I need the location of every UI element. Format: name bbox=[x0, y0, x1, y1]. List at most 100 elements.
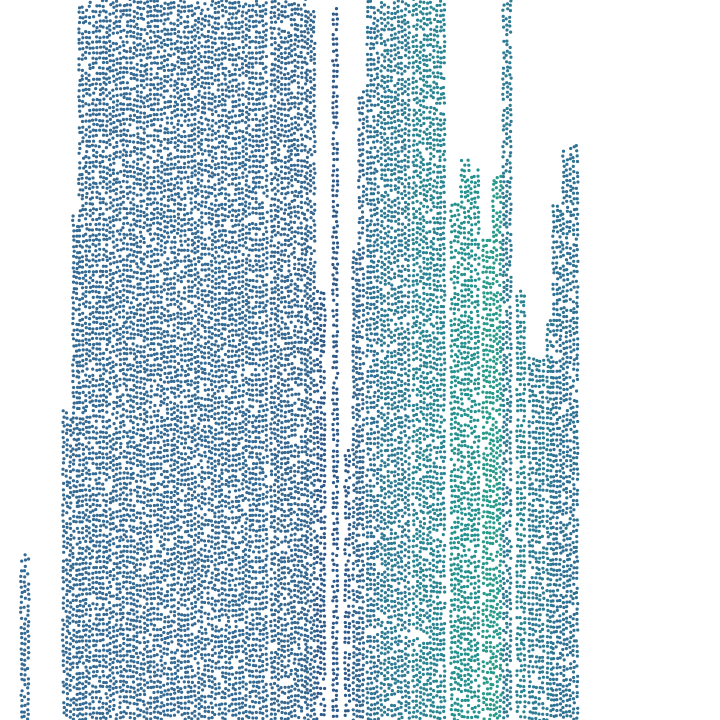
data-point bbox=[173, 677, 177, 681]
data-point bbox=[124, 384, 129, 388]
data-point bbox=[132, 237, 136, 242]
data-point bbox=[186, 571, 190, 575]
data-point bbox=[186, 352, 191, 356]
data-point bbox=[138, 511, 142, 515]
data-point bbox=[100, 0, 105, 3]
data-point bbox=[87, 635, 91, 639]
data-point bbox=[159, 86, 163, 90]
data-point bbox=[105, 342, 109, 347]
data-point bbox=[84, 566, 88, 570]
data-point bbox=[119, 608, 123, 612]
data-point bbox=[84, 466, 88, 470]
data-point bbox=[102, 674, 106, 678]
data-point bbox=[118, 679, 123, 684]
data-point bbox=[64, 474, 68, 478]
data-point bbox=[23, 648, 27, 652]
data-point bbox=[176, 419, 180, 423]
data-point bbox=[149, 539, 153, 544]
data-point bbox=[101, 513, 105, 517]
data-point bbox=[159, 659, 163, 663]
data-point bbox=[87, 526, 91, 530]
data-point bbox=[173, 402, 177, 406]
data-point bbox=[136, 94, 140, 98]
data-point bbox=[139, 157, 143, 161]
data-point bbox=[105, 520, 109, 524]
data-point bbox=[136, 328, 140, 332]
data-point bbox=[95, 560, 99, 564]
data-point bbox=[194, 370, 198, 374]
data-point bbox=[183, 572, 187, 576]
data-point bbox=[92, 15, 96, 19]
data-point bbox=[128, 8, 132, 12]
data-point bbox=[142, 595, 146, 599]
data-point bbox=[155, 0, 159, 3]
data-point bbox=[115, 556, 119, 560]
data-point bbox=[62, 544, 66, 549]
data-point bbox=[133, 368, 137, 372]
data-point bbox=[193, 714, 197, 718]
data-point bbox=[180, 436, 184, 440]
data-point bbox=[112, 307, 116, 311]
data-point bbox=[186, 221, 190, 225]
data-point bbox=[163, 250, 167, 254]
data-point bbox=[129, 586, 133, 590]
data-point bbox=[142, 486, 146, 490]
data-point bbox=[200, 211, 204, 215]
data-point bbox=[133, 357, 137, 361]
data-point bbox=[196, 82, 200, 86]
data-point bbox=[149, 572, 153, 576]
data-point bbox=[139, 257, 143, 261]
data-point bbox=[84, 695, 88, 699]
data-point bbox=[27, 634, 31, 638]
data-point bbox=[115, 265, 120, 269]
data-point bbox=[183, 452, 188, 456]
data-point bbox=[122, 263, 126, 267]
data-point bbox=[179, 248, 184, 252]
data-point bbox=[169, 292, 173, 296]
data-point bbox=[62, 457, 66, 461]
data-point bbox=[138, 225, 142, 229]
data-point bbox=[94, 357, 98, 361]
data-point bbox=[156, 679, 160, 683]
data-point bbox=[141, 583, 146, 587]
data-point bbox=[129, 201, 133, 205]
data-point bbox=[81, 114, 85, 118]
data-point bbox=[172, 411, 176, 415]
data-point bbox=[109, 309, 113, 313]
data-point bbox=[149, 286, 153, 290]
data-point bbox=[107, 49, 112, 53]
data-point bbox=[108, 466, 112, 470]
data-point bbox=[77, 240, 81, 244]
data-point bbox=[71, 598, 75, 603]
data-point bbox=[95, 4, 99, 8]
data-point bbox=[152, 409, 156, 414]
data-point bbox=[177, 612, 181, 616]
data-point bbox=[159, 207, 164, 211]
data-point bbox=[132, 133, 136, 137]
data-point bbox=[118, 119, 122, 123]
data-point bbox=[148, 274, 153, 278]
data-point bbox=[192, 64, 197, 68]
data-point bbox=[155, 569, 159, 574]
data-point bbox=[111, 230, 115, 234]
data-point bbox=[72, 328, 76, 332]
data-point bbox=[203, 351, 207, 355]
data-point bbox=[122, 298, 126, 303]
data-point bbox=[101, 123, 105, 127]
data-point bbox=[159, 176, 163, 180]
data-point bbox=[112, 682, 116, 686]
data-point bbox=[187, 341, 191, 345]
data-point bbox=[184, 421, 188, 425]
data-point bbox=[80, 74, 84, 78]
data-point bbox=[72, 519, 76, 524]
data-point bbox=[74, 349, 79, 353]
data-point bbox=[183, 395, 187, 399]
data-point bbox=[98, 154, 102, 158]
data-point bbox=[112, 400, 116, 404]
data-point bbox=[99, 696, 103, 700]
data-point bbox=[146, 197, 150, 201]
data-point bbox=[183, 685, 187, 690]
data-point bbox=[145, 707, 149, 711]
data-point bbox=[91, 273, 95, 277]
data-point bbox=[179, 624, 183, 629]
